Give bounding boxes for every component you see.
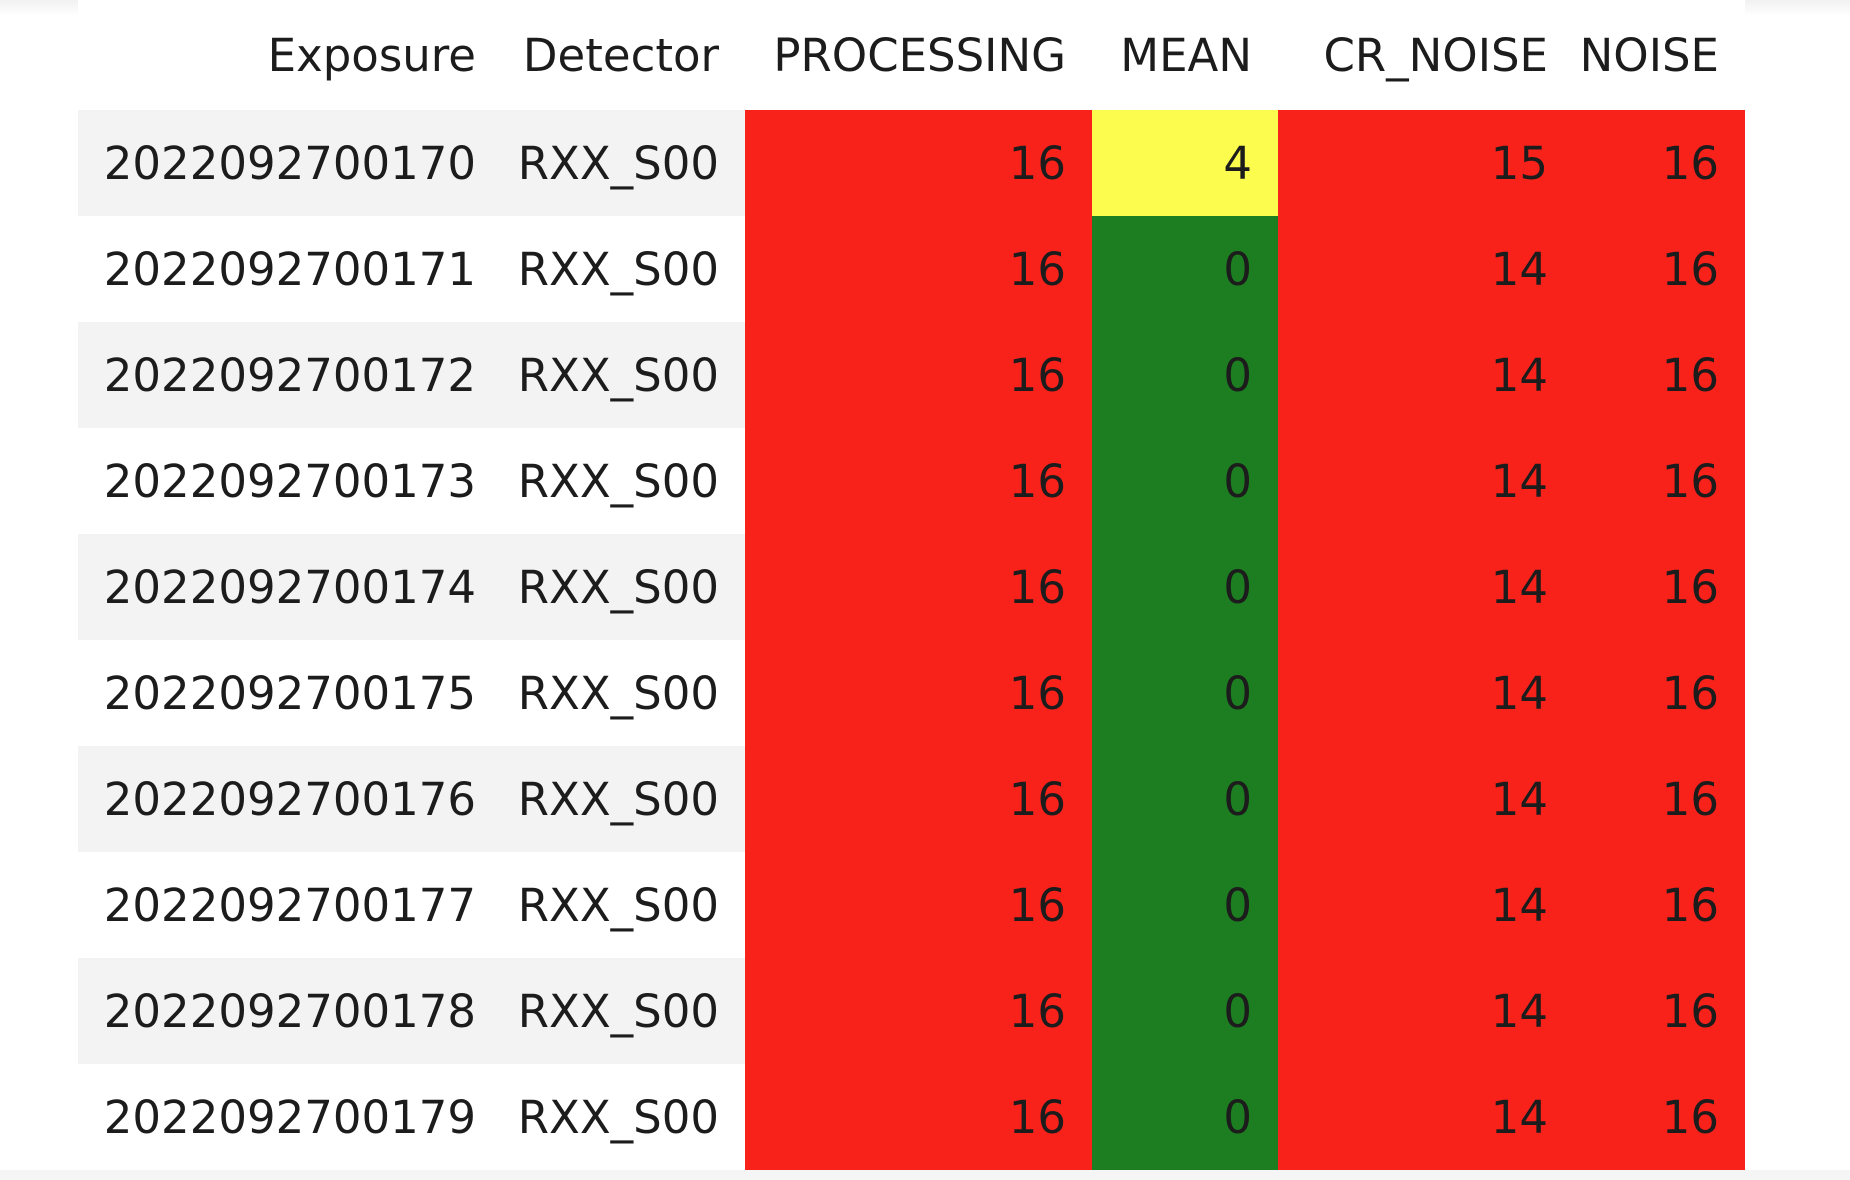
processing-cell: 16 xyxy=(745,958,1092,1064)
processing-cell: 16 xyxy=(745,216,1092,322)
table-row: 2022092700177 RXX_S00 16 0 14 16 xyxy=(78,852,1745,958)
noise-cell: 16 xyxy=(1574,216,1745,322)
exposure-cell: 2022092700170 xyxy=(78,110,502,216)
noise-cell: 16 xyxy=(1574,958,1745,1064)
exposure-cell: 2022092700172 xyxy=(78,322,502,428)
mean-cell: 0 xyxy=(1092,958,1278,1064)
exposure-cell: 2022092700175 xyxy=(103,666,476,720)
detector-cell: RXX_S00 xyxy=(502,746,745,852)
processing-cell: 16 xyxy=(745,534,1092,640)
detector-cell: RXX_S00 xyxy=(517,242,719,296)
noise-cell: 16 xyxy=(1574,1064,1745,1170)
detector-cell: RXX_S00 xyxy=(517,454,719,508)
column-header-noise: NOISE xyxy=(1574,0,1745,110)
detector-cell: RXX_S00 xyxy=(502,534,745,640)
detector-cell: RXX_S00 xyxy=(502,958,745,1064)
noise-cell: 16 xyxy=(1574,746,1745,852)
column-header-mean: MEAN xyxy=(1092,0,1278,110)
noise-cell: 16 xyxy=(1574,322,1745,428)
column-header-exposure: Exposure xyxy=(78,0,502,110)
processing-cell: 16 xyxy=(745,746,1092,852)
table-row: 2022092700170 RXX_S00 16 4 15 16 xyxy=(78,110,1745,216)
page-bottom-strip xyxy=(0,1170,1850,1180)
exposure-cell: 2022092700177 xyxy=(103,878,476,932)
mean-cell: 0 xyxy=(1092,746,1278,852)
processing-cell: 16 xyxy=(745,322,1092,428)
column-header-detector: Detector xyxy=(502,0,745,110)
processing-cell: 16 xyxy=(745,640,1092,746)
mean-cell: 0 xyxy=(1092,534,1278,640)
table-row: 2022092700172 RXX_S00 16 0 14 16 xyxy=(78,322,1745,428)
exposure-cell: 2022092700176 xyxy=(78,746,502,852)
detector-cell: RXX_S00 xyxy=(517,1090,719,1144)
column-header-cr-noise: CR_NOISE xyxy=(1278,0,1574,110)
cr-noise-cell: 14 xyxy=(1278,640,1574,746)
detector-cell: RXX_S00 xyxy=(517,666,719,720)
cr-noise-cell: 14 xyxy=(1278,746,1574,852)
table-row: 2022092700178 RXX_S00 16 0 14 16 xyxy=(78,958,1745,1064)
exposure-cell: 2022092700174 xyxy=(78,534,502,640)
cr-noise-cell: 14 xyxy=(1278,534,1574,640)
table-row: 2022092700179 RXX_S00 16 0 14 16 xyxy=(78,1064,1745,1170)
header-row: Exposure Detector PROCESSING MEAN CR_NOI… xyxy=(78,0,1745,110)
exposure-cell: 2022092700179 xyxy=(103,1090,476,1144)
processing-cell: 16 xyxy=(745,852,1092,958)
processing-cell: 16 xyxy=(745,1064,1092,1170)
noise-cell: 16 xyxy=(1574,640,1745,746)
cr-noise-cell: 14 xyxy=(1278,1064,1574,1170)
table-row: 2022092700173 RXX_S00 16 0 14 16 xyxy=(78,428,1745,534)
exposure-cell: 2022092700171 xyxy=(103,242,476,296)
noise-cell: 16 xyxy=(1574,110,1745,216)
cr-noise-cell: 14 xyxy=(1278,322,1574,428)
cr-noise-cell: 15 xyxy=(1278,110,1574,216)
exposure-cell: 2022092700173 xyxy=(103,454,476,508)
cr-noise-cell: 14 xyxy=(1278,958,1574,1064)
table-row: 2022092700176 RXX_S00 16 0 14 16 xyxy=(78,746,1745,852)
exposure-cell: 2022092700178 xyxy=(78,958,502,1064)
cr-noise-cell: 14 xyxy=(1278,216,1574,322)
mean-cell: 0 xyxy=(1092,640,1278,746)
mean-cell: 0 xyxy=(1092,428,1278,534)
mean-cell: 4 xyxy=(1092,110,1278,216)
detector-cell: RXX_S00 xyxy=(517,878,719,932)
exposure-qa-table: Exposure Detector PROCESSING MEAN CR_NOI… xyxy=(78,0,1745,1170)
mean-cell: 0 xyxy=(1092,322,1278,428)
noise-cell: 16 xyxy=(1574,852,1745,958)
processing-cell: 16 xyxy=(745,428,1092,534)
mean-cell: 0 xyxy=(1092,852,1278,958)
processing-cell: 16 xyxy=(745,110,1092,216)
detector-cell: RXX_S00 xyxy=(502,322,745,428)
noise-cell: 16 xyxy=(1574,534,1745,640)
column-header-processing: PROCESSING xyxy=(745,0,1092,110)
cr-noise-cell: 14 xyxy=(1278,852,1574,958)
detector-cell: RXX_S00 xyxy=(502,110,745,216)
table-row: 2022092700175 RXX_S00 16 0 14 16 xyxy=(78,640,1745,746)
mean-cell: 0 xyxy=(1092,216,1278,322)
mean-cell: 0 xyxy=(1092,1064,1278,1170)
noise-cell: 16 xyxy=(1574,428,1745,534)
table-row: 2022092700174 RXX_S00 16 0 14 16 xyxy=(78,534,1745,640)
cr-noise-cell: 14 xyxy=(1278,428,1574,534)
table-row: 2022092700171 RXX_S00 16 0 14 16 xyxy=(78,216,1745,322)
